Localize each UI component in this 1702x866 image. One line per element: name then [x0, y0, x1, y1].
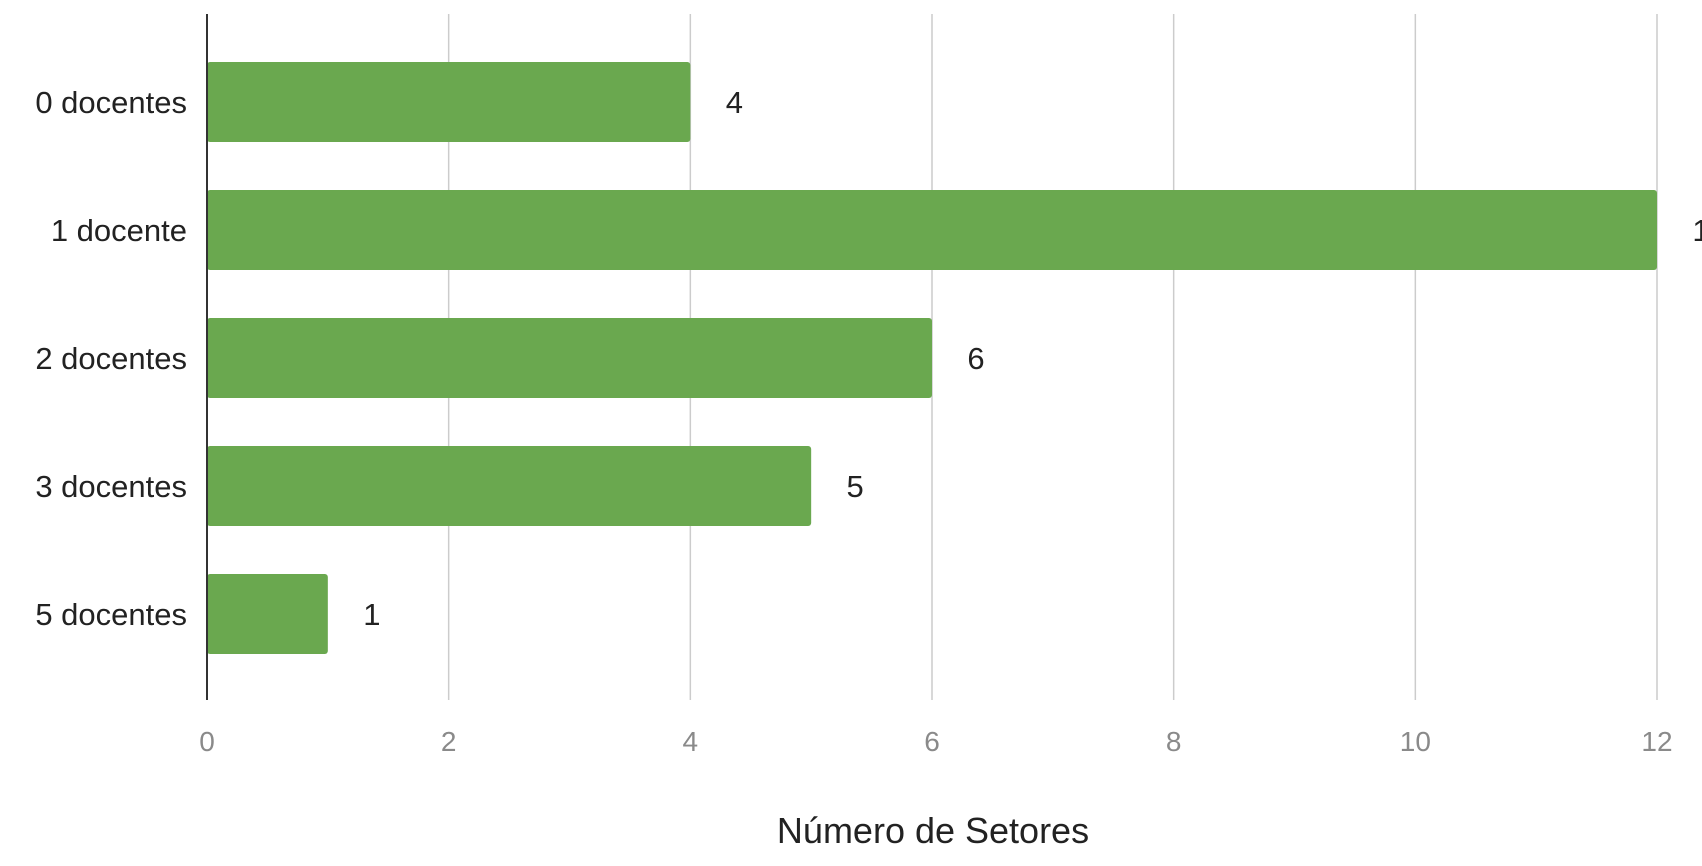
bar-value-label: 5 — [847, 469, 864, 504]
bar-layer — [207, 62, 1657, 654]
x-tick-label: 6 — [924, 726, 940, 757]
bar-value-label: 1 — [363, 597, 380, 632]
bar — [207, 190, 1657, 270]
x-tick-label: 8 — [1166, 726, 1182, 757]
y-category-label: 0 docentes — [35, 85, 187, 120]
y-category-label: 3 docentes — [35, 469, 187, 504]
label-layer: 0 2 4 6 8 10 12 0 docentes 4 1 docente 1 2 docentes… — [35, 85, 1702, 757]
y-category-label: 2 docentes — [35, 341, 187, 376]
x-axis-title: Número de Setores — [777, 810, 1089, 851]
x-tick-label: 12 — [1641, 726, 1672, 757]
y-category-label: 1 docente — [51, 213, 187, 248]
x-tick-label: 10 — [1400, 726, 1431, 757]
bar — [207, 62, 691, 142]
bar-value-label: 6 — [967, 341, 984, 376]
y-category-label: 5 docentes — [35, 597, 187, 632]
bar — [207, 318, 932, 398]
x-tick-label: 0 — [199, 726, 215, 757]
bar-value-label: 1 — [1692, 213, 1702, 248]
x-tick-label: 2 — [441, 726, 457, 757]
bar-value-label: 4 — [726, 85, 743, 120]
x-tick-label: 4 — [683, 726, 699, 757]
bar — [207, 574, 328, 654]
bar — [207, 446, 812, 526]
